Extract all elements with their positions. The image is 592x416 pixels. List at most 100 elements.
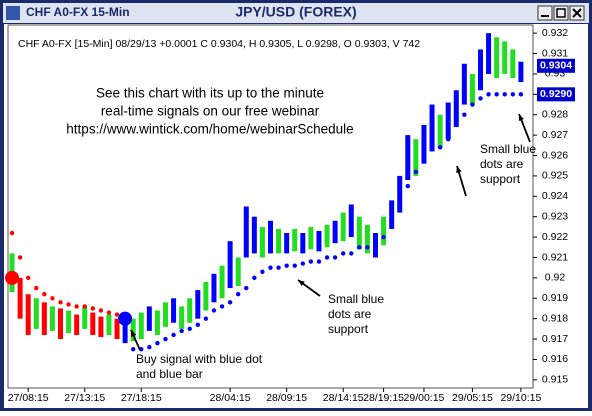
price-bar: [276, 228, 282, 254]
price-bar: [138, 312, 144, 340]
x-tick-label: 27/13:15: [64, 392, 105, 404]
support-dot: [155, 340, 160, 346]
price-bar: [381, 216, 387, 246]
window-buttons[interactable]: [537, 5, 585, 21]
support-dot: [130, 347, 136, 352]
support-dot: [292, 263, 297, 268]
price-bar: [364, 224, 370, 254]
support-dot: [244, 285, 249, 291]
support-dot: [227, 300, 233, 305]
support-dot: [486, 92, 491, 97]
support-dot: [454, 122, 459, 128]
support-dot: [139, 347, 144, 352]
support-dot: [502, 92, 507, 97]
y-tick-label: 0.919: [542, 292, 568, 304]
price-bar: [49, 306, 55, 331]
y-tick-label: 0.917: [542, 333, 568, 345]
price-bar: [356, 216, 362, 250]
price-bar: [219, 265, 225, 299]
support-dot: [17, 255, 23, 260]
support-dot: [203, 316, 209, 321]
price-bar: [300, 233, 306, 254]
price-bar: [251, 216, 257, 254]
support-dot: [413, 169, 419, 175]
x-tick-label: 28/09:15: [266, 392, 307, 404]
support-dot: [171, 332, 176, 338]
x-tick-label: 27/18:15: [121, 392, 162, 404]
support-dot: [187, 326, 192, 332]
support-dot: [470, 102, 475, 107]
price-bar: [348, 204, 354, 238]
price-bar: [332, 220, 338, 244]
price-bar: [130, 318, 136, 342]
price-bar: [469, 73, 475, 105]
price-bar: [82, 306, 88, 329]
price-bar: [413, 139, 419, 176]
support-dot: [421, 157, 427, 162]
y-tick-label: 0.92: [545, 272, 566, 284]
price-bar: [429, 104, 435, 152]
title-bar: [3, 3, 589, 23]
plot-area: [7, 24, 534, 389]
price-bar: [518, 61, 524, 83]
y-tick-label: 0.932: [542, 27, 568, 39]
price-bar: [66, 310, 72, 333]
price-bar: [17, 277, 23, 319]
maximize-button[interactable]: [553, 5, 569, 21]
price-bar: [227, 241, 233, 289]
y-tick-label: 0.922: [542, 231, 568, 243]
support-dot: [195, 322, 201, 327]
price-marker-box: [537, 87, 575, 102]
support-dot: [478, 96, 483, 101]
x-tick-label: 29/10:15: [500, 392, 541, 404]
price-bar: [114, 318, 120, 340]
support-dot: [300, 261, 306, 266]
price-bar: [437, 114, 443, 148]
support-dot: [437, 145, 443, 150]
minimize-button[interactable]: [537, 5, 553, 21]
annotation-text: dots are: [328, 307, 372, 321]
support-dot: [74, 304, 79, 309]
support-dot: [381, 234, 386, 240]
price-bar: [203, 281, 209, 311]
price-bar: [259, 226, 265, 258]
price-bar: [146, 306, 152, 331]
support-dot: [260, 269, 265, 274]
arrow-head: [518, 114, 524, 121]
support-dot: [34, 285, 39, 291]
price-bar: [98, 316, 104, 338]
x-tick-label: 28/19:15: [363, 392, 404, 404]
support-dot: [357, 245, 362, 250]
x-tick-label: 28/04:15: [210, 392, 251, 404]
support-dot: [276, 265, 281, 270]
price-bar: [397, 175, 403, 213]
price-bar: [421, 124, 427, 164]
promo-text: real-time signals on our free webinar: [101, 104, 320, 119]
price-bar: [308, 226, 314, 250]
annotation-text: support: [480, 172, 521, 186]
y-tick-label: 0.921: [542, 251, 568, 263]
price-bar: [316, 230, 322, 252]
price-bar: [502, 41, 508, 74]
price-bar: [33, 298, 39, 329]
price-bar: [179, 306, 185, 329]
arrow-head: [456, 166, 462, 173]
support-dot: [494, 92, 499, 97]
support-dot: [58, 300, 63, 305]
support-dot: [389, 218, 394, 223]
y-tick-label: 0.923: [542, 210, 568, 222]
support-dot: [349, 251, 354, 256]
support-dot: [219, 304, 225, 309]
price-bar: [445, 102, 451, 140]
support-dot: [429, 145, 435, 150]
y-tick-label: 0.927: [542, 129, 568, 141]
chart-header: CHF A0-FX [15-Min] 08/29/13 +0.0001 C 0.…: [18, 38, 420, 50]
annotation-text: dots are: [480, 157, 524, 171]
annotation-text: Small blue: [480, 142, 536, 156]
support-dot: [114, 312, 120, 317]
support-dot: [50, 296, 55, 301]
support-dot: [445, 137, 451, 142]
price-bar: [122, 322, 128, 344]
price-bar: [453, 90, 459, 127]
signal-dot: [118, 311, 133, 326]
